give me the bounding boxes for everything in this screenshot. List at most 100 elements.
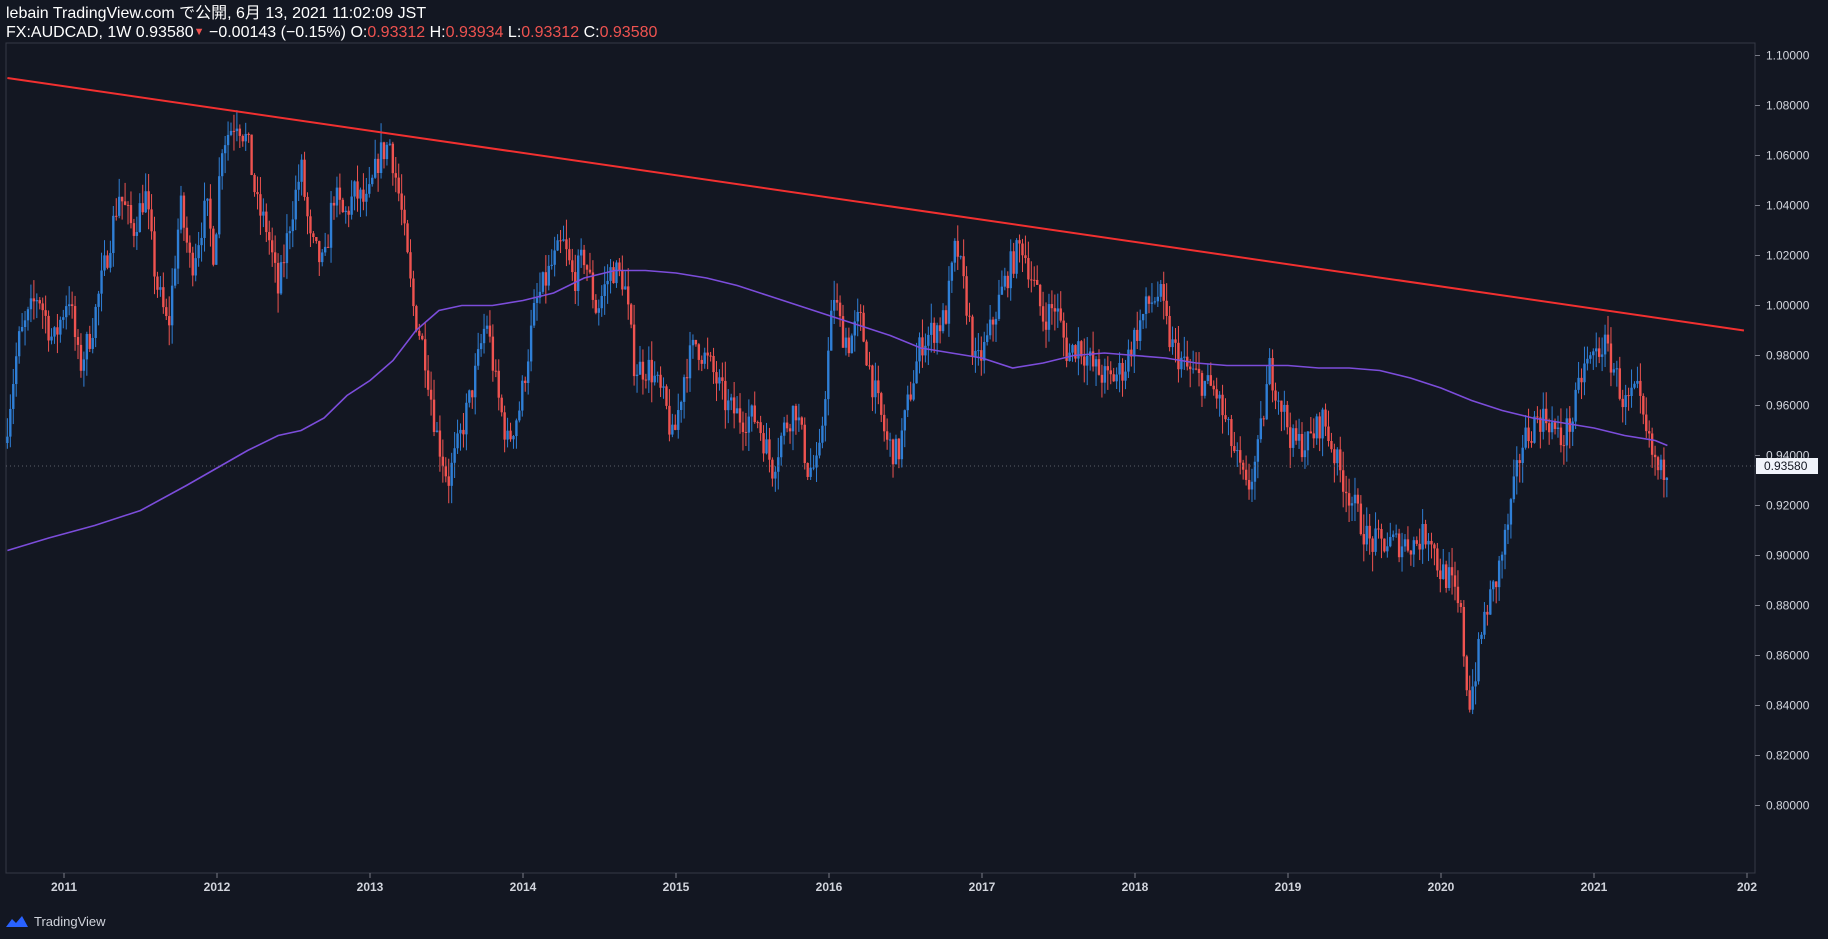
candle-body (885, 431, 889, 440)
candle (1365, 507, 1368, 552)
candle-body (1347, 493, 1351, 506)
footer-brand[interactable]: TradingView (4, 910, 106, 932)
candle-body (850, 335, 854, 354)
candle (735, 396, 739, 414)
candle (1580, 368, 1583, 400)
time-axis[interactable]: 2011 2012 2013 2014 2015 2016 2017 2018 2019 2020… (6, 872, 1757, 894)
candle (685, 358, 689, 393)
candle-body (141, 203, 144, 213)
candle-body (1180, 357, 1183, 370)
price-axis[interactable]: 0.80000 0.82000 0.84000 0.86000 0.88000 0.900… (1754, 43, 1810, 873)
candle-body (650, 359, 653, 383)
candle (1324, 403, 1327, 437)
candle (1450, 547, 1454, 595)
candle-body (744, 431, 748, 433)
candle (491, 324, 495, 382)
candle-body (150, 209, 153, 232)
candle-body (135, 232, 139, 236)
candle-body (112, 215, 115, 254)
candle (291, 201, 294, 248)
candle (1433, 542, 1436, 566)
candle-body (259, 194, 262, 216)
candle-body (1153, 301, 1157, 303)
candle-body (485, 325, 489, 329)
candle (1080, 340, 1083, 365)
candle (1662, 447, 1666, 498)
candle-body (1156, 296, 1160, 302)
time-tick-label: 2020 (1428, 880, 1455, 894)
candle (220, 149, 224, 190)
candle-body (82, 359, 86, 371)
candle (821, 416, 824, 449)
candle-body (94, 306, 97, 338)
trendline[interactable] (7, 77, 1745, 332)
candle (1453, 561, 1457, 601)
candle (988, 305, 992, 340)
candle-body (315, 237, 318, 242)
candle (150, 194, 153, 240)
candle (1515, 446, 1518, 495)
price-tick-label: 0.86000 (1766, 649, 1810, 663)
candle (744, 412, 748, 446)
last-price: 0.93580 (135, 24, 194, 41)
candle (824, 391, 827, 442)
candle (1586, 346, 1589, 371)
candle-body (244, 133, 247, 142)
candle-body (1212, 385, 1215, 390)
candle (585, 264, 589, 282)
candle (1456, 570, 1460, 613)
candle-body (1506, 524, 1510, 530)
candle (703, 347, 706, 369)
candle (476, 332, 480, 370)
candle (238, 124, 242, 148)
candle-body (1653, 454, 1657, 458)
candle-body (665, 386, 668, 406)
candle-body (223, 145, 227, 154)
candle-body (85, 333, 89, 360)
candle-body (721, 377, 724, 381)
candle (73, 295, 77, 351)
candle-body (1083, 356, 1086, 366)
candle-body (521, 380, 524, 411)
candle (506, 417, 509, 448)
candle (212, 225, 215, 267)
candle (179, 185, 183, 234)
candle-body (120, 196, 124, 202)
candle (1568, 406, 1571, 449)
open-value: 0.93312 (367, 24, 426, 41)
candle (1530, 431, 1533, 448)
candle (874, 362, 877, 414)
candle (556, 234, 559, 252)
candle (1630, 369, 1633, 408)
candle-body (62, 317, 65, 320)
candle (256, 176, 259, 210)
candle (318, 240, 321, 276)
candle-body (950, 262, 954, 281)
candle (138, 193, 141, 233)
candle-body (671, 424, 674, 435)
candle (547, 254, 550, 291)
candle (1386, 532, 1389, 558)
candle-body (1539, 417, 1542, 432)
candle-body (1615, 368, 1619, 370)
candle (1280, 400, 1283, 432)
candle (1571, 417, 1574, 446)
candle (515, 418, 518, 449)
candle-body (788, 428, 792, 432)
candle (983, 331, 986, 374)
candle (400, 174, 403, 226)
candle-body (347, 210, 350, 215)
candle-body (930, 322, 933, 335)
candle (594, 294, 598, 315)
candle-body (585, 265, 589, 270)
candle-body (1389, 537, 1392, 547)
candle (1389, 522, 1392, 548)
candle (809, 448, 812, 481)
symbol-name[interactable]: FX:AUDCAD, 1W (6, 24, 132, 41)
candle (674, 414, 677, 431)
candle (359, 187, 362, 217)
publisher-line: lebain TradingView.com で公開, 6月 13, 2021 … (6, 5, 427, 22)
candle (747, 399, 751, 451)
candle-body (1121, 362, 1124, 381)
